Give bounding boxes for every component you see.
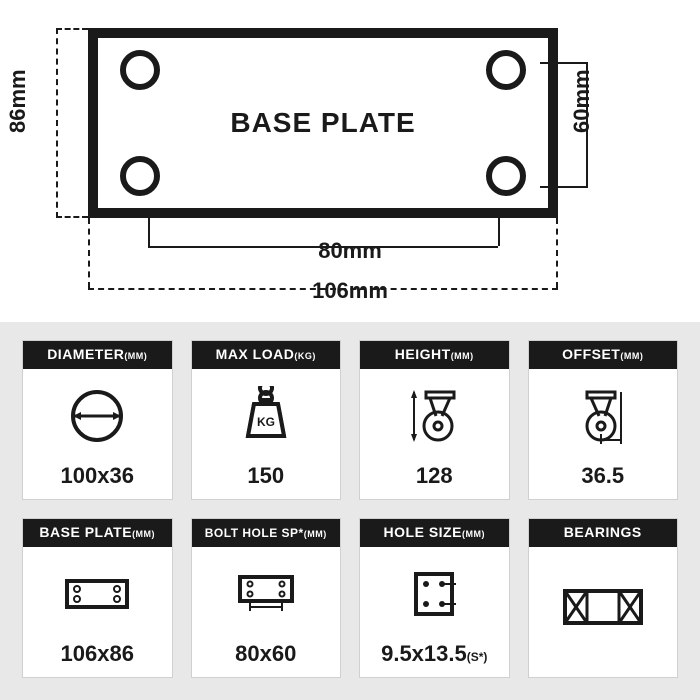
spec-header-main: HEIGHT bbox=[395, 346, 451, 362]
dim-line bbox=[498, 218, 500, 246]
bolt-hole-top-right bbox=[486, 50, 526, 90]
weight-icon: KG bbox=[192, 369, 341, 463]
spec-card-bearings: BEARINGS bbox=[528, 518, 679, 678]
spec-header: BEARINGS bbox=[529, 519, 678, 547]
spec-value: 100x36 bbox=[23, 463, 172, 499]
bolt-hole-top-left bbox=[120, 50, 160, 90]
dim-height-label: 86mm bbox=[5, 69, 31, 133]
dim-line bbox=[88, 218, 90, 288]
spec-card-maxload: MAX LOAD(KG) KG 150 bbox=[191, 340, 342, 500]
spec-header-unit: (MM) bbox=[304, 529, 327, 539]
spec-value: 36.5 bbox=[529, 463, 678, 499]
dim-line bbox=[556, 218, 558, 288]
spec-header-unit: (MM) bbox=[451, 351, 474, 361]
spec-header: HEIGHT(MM) bbox=[360, 341, 509, 369]
spec-header-unit: (MM) bbox=[620, 351, 643, 361]
spec-header-main: HOLE SIZE bbox=[384, 524, 462, 540]
dim-bolt-x-label: 80mm bbox=[318, 238, 382, 264]
bolt-hole-bottom-left bbox=[120, 156, 160, 196]
dim-line bbox=[56, 28, 58, 218]
spec-value: 106x86 bbox=[23, 641, 172, 677]
spec-card-holesize: HOLE SIZE(MM) 9.5x13.5(S*) bbox=[359, 518, 510, 678]
plate-title: BASE PLATE bbox=[230, 107, 415, 139]
spec-header-unit: (KG) bbox=[294, 351, 316, 361]
plate-icon bbox=[23, 547, 172, 641]
spec-header: MAX LOAD(KG) bbox=[192, 341, 341, 369]
bolt-spacing-icon bbox=[192, 547, 341, 641]
spec-value: 80x60 bbox=[192, 641, 341, 677]
spec-header-main: OFFSET bbox=[562, 346, 620, 362]
bearings-icon bbox=[529, 547, 678, 667]
spec-header: DIAMETER(MM) bbox=[23, 341, 172, 369]
spec-row-1: DIAMETER(MM) 100x36 MAX LOAD(KG) bbox=[22, 340, 678, 500]
spec-card-offset: OFFSET(MM) 36.5 bbox=[528, 340, 679, 500]
spec-value: 9.5x13.5(S*) bbox=[360, 641, 509, 677]
spec-header-unit: (MM) bbox=[124, 351, 147, 361]
dim-line bbox=[540, 62, 588, 64]
spec-header-main: BASE PLATE bbox=[39, 524, 132, 540]
spec-header-main: MAX LOAD bbox=[216, 346, 295, 362]
spec-value-suffix: (S*) bbox=[467, 650, 488, 664]
base-plate-diagram: BASE PLATE 86mm 60mm 80mm 106mm bbox=[0, 0, 700, 322]
spec-header: BASE PLATE(MM) bbox=[23, 519, 172, 547]
dim-width-label: 106mm bbox=[312, 278, 388, 304]
spec-header-main: BOLT HOLE SP* bbox=[205, 526, 304, 540]
spec-card-diameter: DIAMETER(MM) 100x36 bbox=[22, 340, 173, 500]
spec-value bbox=[529, 667, 678, 677]
spec-header-main: DIAMETER bbox=[47, 346, 124, 362]
spec-value-main: 9.5x13.5 bbox=[381, 641, 467, 666]
spec-header-main: BEARINGS bbox=[564, 524, 642, 540]
spec-card-boltsp: BOLT HOLE SP*(MM) 80x60 bbox=[191, 518, 342, 678]
bolt-hole-bottom-right bbox=[486, 156, 526, 196]
spec-card-height: HEIGHT(MM) 128 bbox=[359, 340, 510, 500]
spec-grid: DIAMETER(MM) 100x36 MAX LOAD(KG) bbox=[0, 322, 700, 700]
spec-header-unit: (MM) bbox=[132, 529, 155, 539]
caster-offset-icon bbox=[529, 369, 678, 463]
dim-line bbox=[540, 186, 588, 188]
dim-line bbox=[56, 216, 88, 218]
caster-height-icon bbox=[360, 369, 509, 463]
spec-header: BOLT HOLE SP*(MM) bbox=[192, 519, 341, 547]
spec-header: OFFSET(MM) bbox=[529, 341, 678, 369]
dim-bolt-y-label: 60mm bbox=[569, 69, 595, 133]
spec-row-2: BASE PLATE(MM) 106x86 BOLT HOLE SP*(MM) bbox=[22, 518, 678, 678]
diameter-icon bbox=[23, 369, 172, 463]
spec-header: HOLE SIZE(MM) bbox=[360, 519, 509, 547]
hole-size-icon bbox=[360, 547, 509, 641]
dim-line bbox=[148, 218, 150, 246]
svg-text:KG: KG bbox=[257, 415, 275, 429]
spec-value: 128 bbox=[360, 463, 509, 499]
dim-line bbox=[56, 28, 88, 30]
plate-rect: BASE PLATE bbox=[88, 28, 558, 218]
spec-value: 150 bbox=[192, 463, 341, 499]
spec-card-baseplate: BASE PLATE(MM) 106x86 bbox=[22, 518, 173, 678]
spec-header-unit: (MM) bbox=[462, 529, 485, 539]
